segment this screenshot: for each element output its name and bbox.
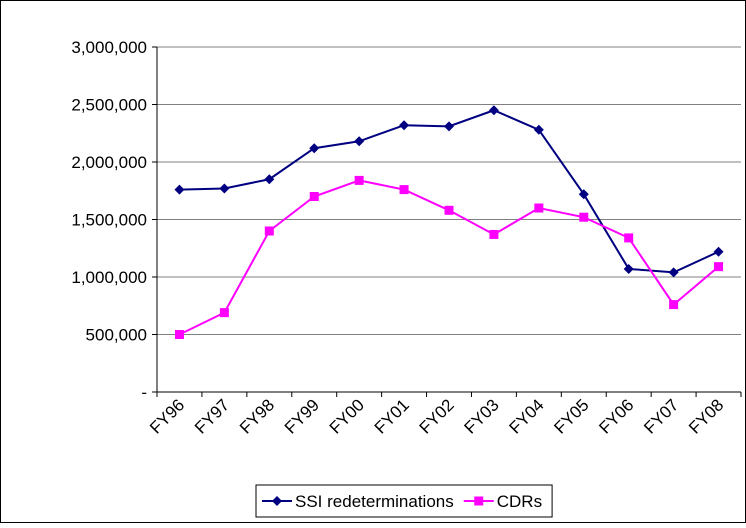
point bbox=[488, 105, 499, 116]
y-tick-label: 1,000,000 bbox=[71, 268, 147, 287]
legend-label: CDRs bbox=[497, 492, 542, 511]
point bbox=[623, 263, 634, 274]
point bbox=[669, 300, 679, 310]
point bbox=[264, 174, 275, 185]
point bbox=[489, 229, 499, 239]
point bbox=[624, 233, 634, 243]
y-tick-label: 2,000,000 bbox=[71, 153, 147, 172]
y-tick-label: - bbox=[141, 383, 147, 402]
point bbox=[309, 192, 319, 201]
legend: SSI redeterminations CDRs bbox=[255, 484, 553, 518]
point bbox=[174, 330, 184, 339]
point bbox=[399, 120, 410, 131]
point bbox=[399, 185, 409, 195]
y-tick-label: 1,500,000 bbox=[71, 211, 147, 230]
y-tick-label: 500,000 bbox=[86, 326, 147, 345]
point bbox=[309, 143, 320, 154]
point bbox=[668, 267, 679, 278]
point bbox=[354, 175, 364, 185]
point bbox=[713, 246, 724, 257]
point bbox=[534, 203, 544, 213]
point bbox=[219, 183, 230, 194]
point bbox=[174, 184, 185, 195]
point bbox=[219, 308, 229, 318]
y-tick-label: 2,500,000 bbox=[71, 96, 147, 115]
point bbox=[264, 226, 274, 236]
legend-box bbox=[255, 484, 553, 518]
legend-marker bbox=[272, 496, 282, 506]
point bbox=[354, 136, 365, 147]
point bbox=[579, 212, 589, 222]
point bbox=[714, 262, 724, 272]
point bbox=[444, 205, 454, 215]
point bbox=[444, 121, 454, 132]
point bbox=[533, 124, 544, 135]
y-tick-label: 3,000,000 bbox=[71, 38, 147, 57]
point bbox=[578, 189, 589, 200]
legend-label: SSI redeterminations bbox=[295, 492, 454, 511]
legend-marker bbox=[474, 496, 484, 506]
